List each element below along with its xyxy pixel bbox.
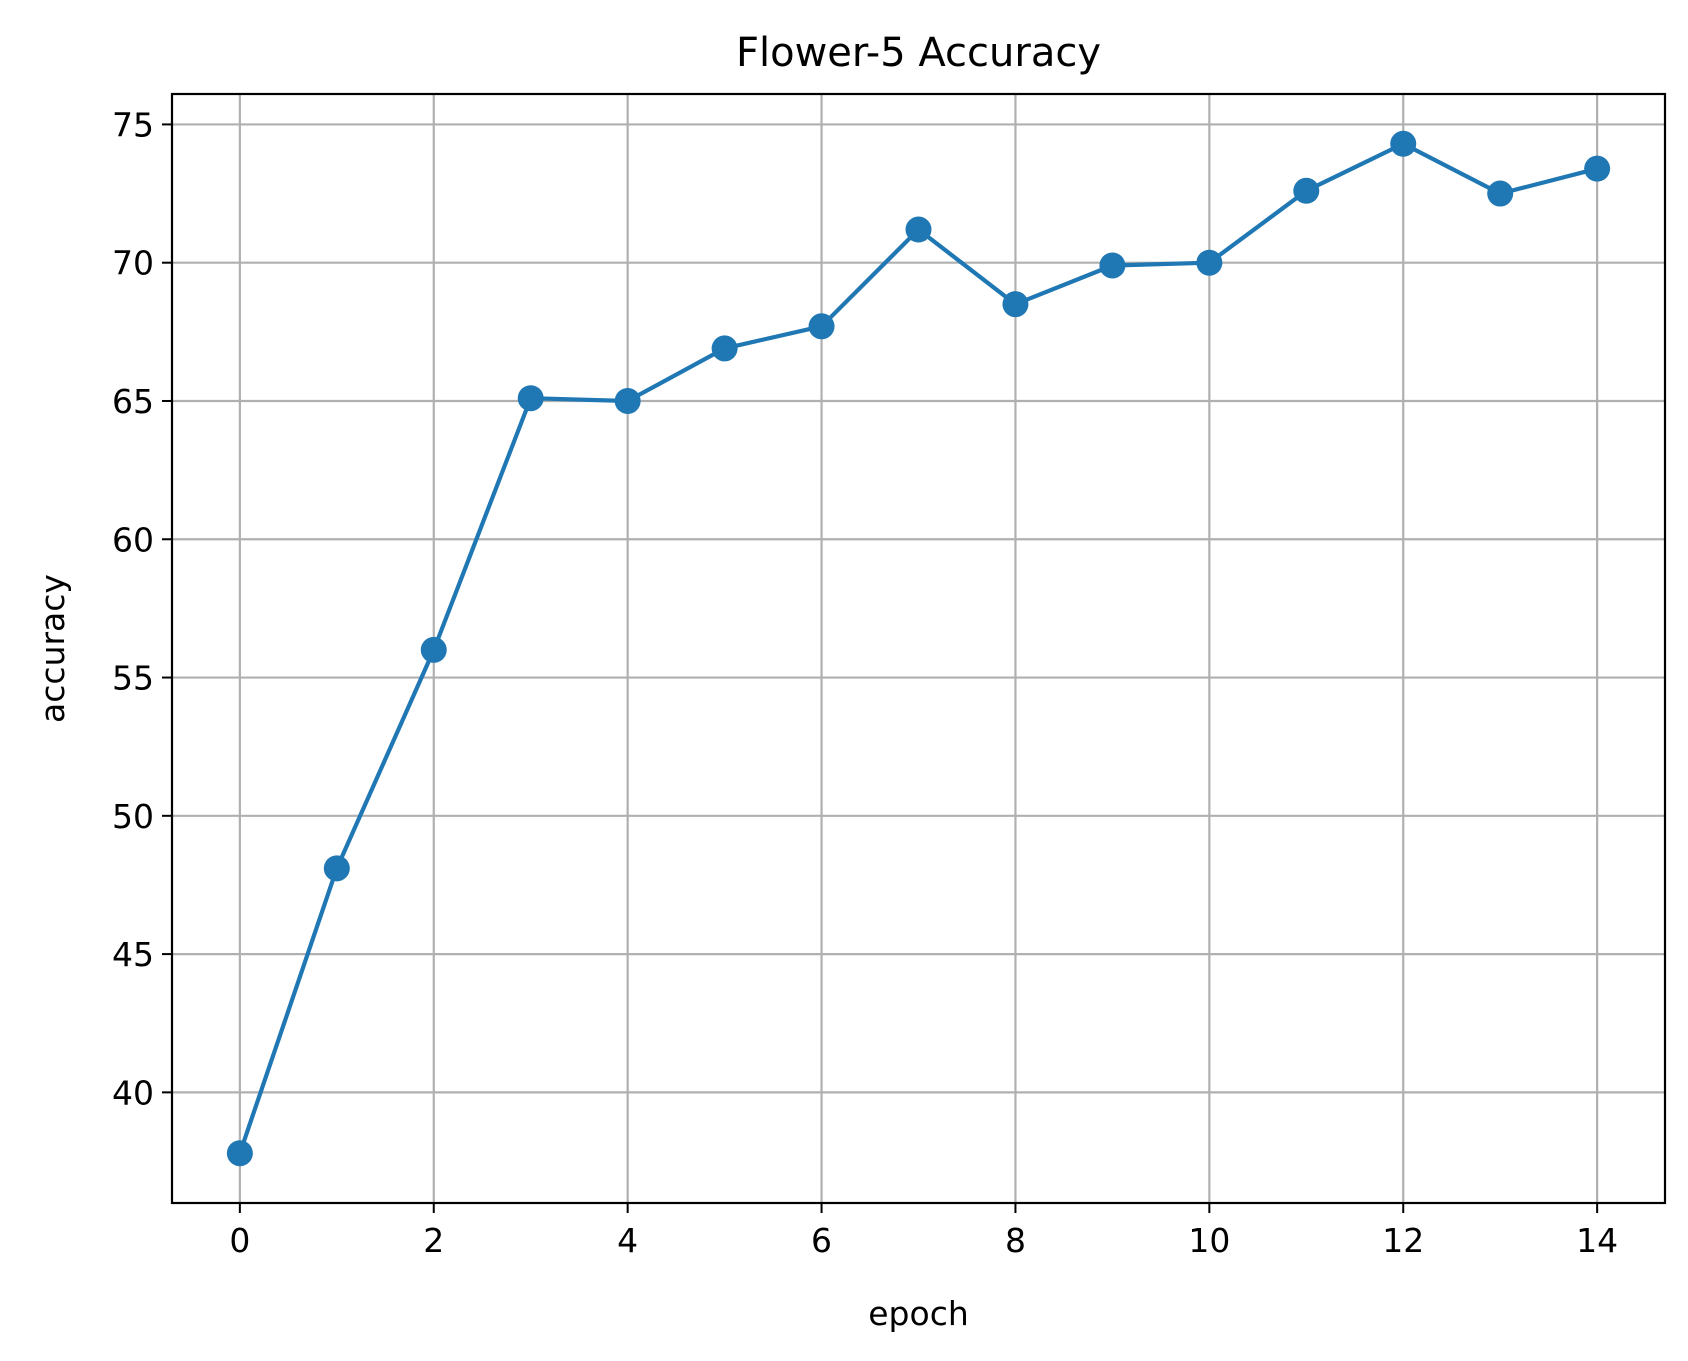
x-tick-label: 0	[229, 1221, 250, 1260]
x-tick-label: 10	[1188, 1221, 1230, 1260]
grid	[172, 94, 1665, 1203]
chart-title: Flower-5 Accuracy	[736, 30, 1101, 76]
y-tick-label: 75	[112, 105, 154, 144]
data-point	[420, 636, 447, 663]
y-tick-label: 40	[112, 1073, 154, 1112]
series-layer	[226, 130, 1611, 1167]
data-point	[1196, 249, 1223, 276]
data-point	[1099, 252, 1126, 279]
x-tick-label: 4	[617, 1221, 638, 1260]
x-tick-label: 6	[811, 1221, 832, 1260]
data-point	[1293, 177, 1320, 204]
x-tick-label: 8	[1005, 1221, 1026, 1260]
plot-area-frame	[170, 92, 1667, 1205]
y-tick-label: 60	[112, 520, 154, 559]
data-point	[517, 385, 544, 412]
y-tick-label: 45	[112, 935, 154, 974]
x-tick-label: 2	[423, 1221, 444, 1260]
x-tick-label: 12	[1382, 1221, 1424, 1260]
data-point	[905, 216, 932, 243]
data-point	[711, 335, 738, 362]
data-point	[226, 1140, 253, 1167]
data-point	[323, 855, 350, 882]
y-axis-title: accuracy	[33, 574, 72, 723]
y-tick-label: 70	[112, 244, 154, 283]
x-axis-title: epoch	[868, 1294, 969, 1333]
data-point	[1390, 130, 1417, 157]
axis-ticks: 0 2 4 6 8 10 12 14 40 45 50 55 60 65 70 75	[112, 105, 1618, 1260]
y-tick-label: 55	[112, 659, 154, 698]
data-point	[1487, 180, 1514, 207]
y-tick-label: 65	[112, 382, 154, 421]
data-point	[1002, 291, 1029, 318]
data-point	[1584, 155, 1611, 182]
y-tick-label: 50	[112, 797, 154, 836]
data-point	[614, 387, 641, 414]
data-point	[808, 313, 835, 340]
x-tick-label: 14	[1576, 1221, 1618, 1260]
